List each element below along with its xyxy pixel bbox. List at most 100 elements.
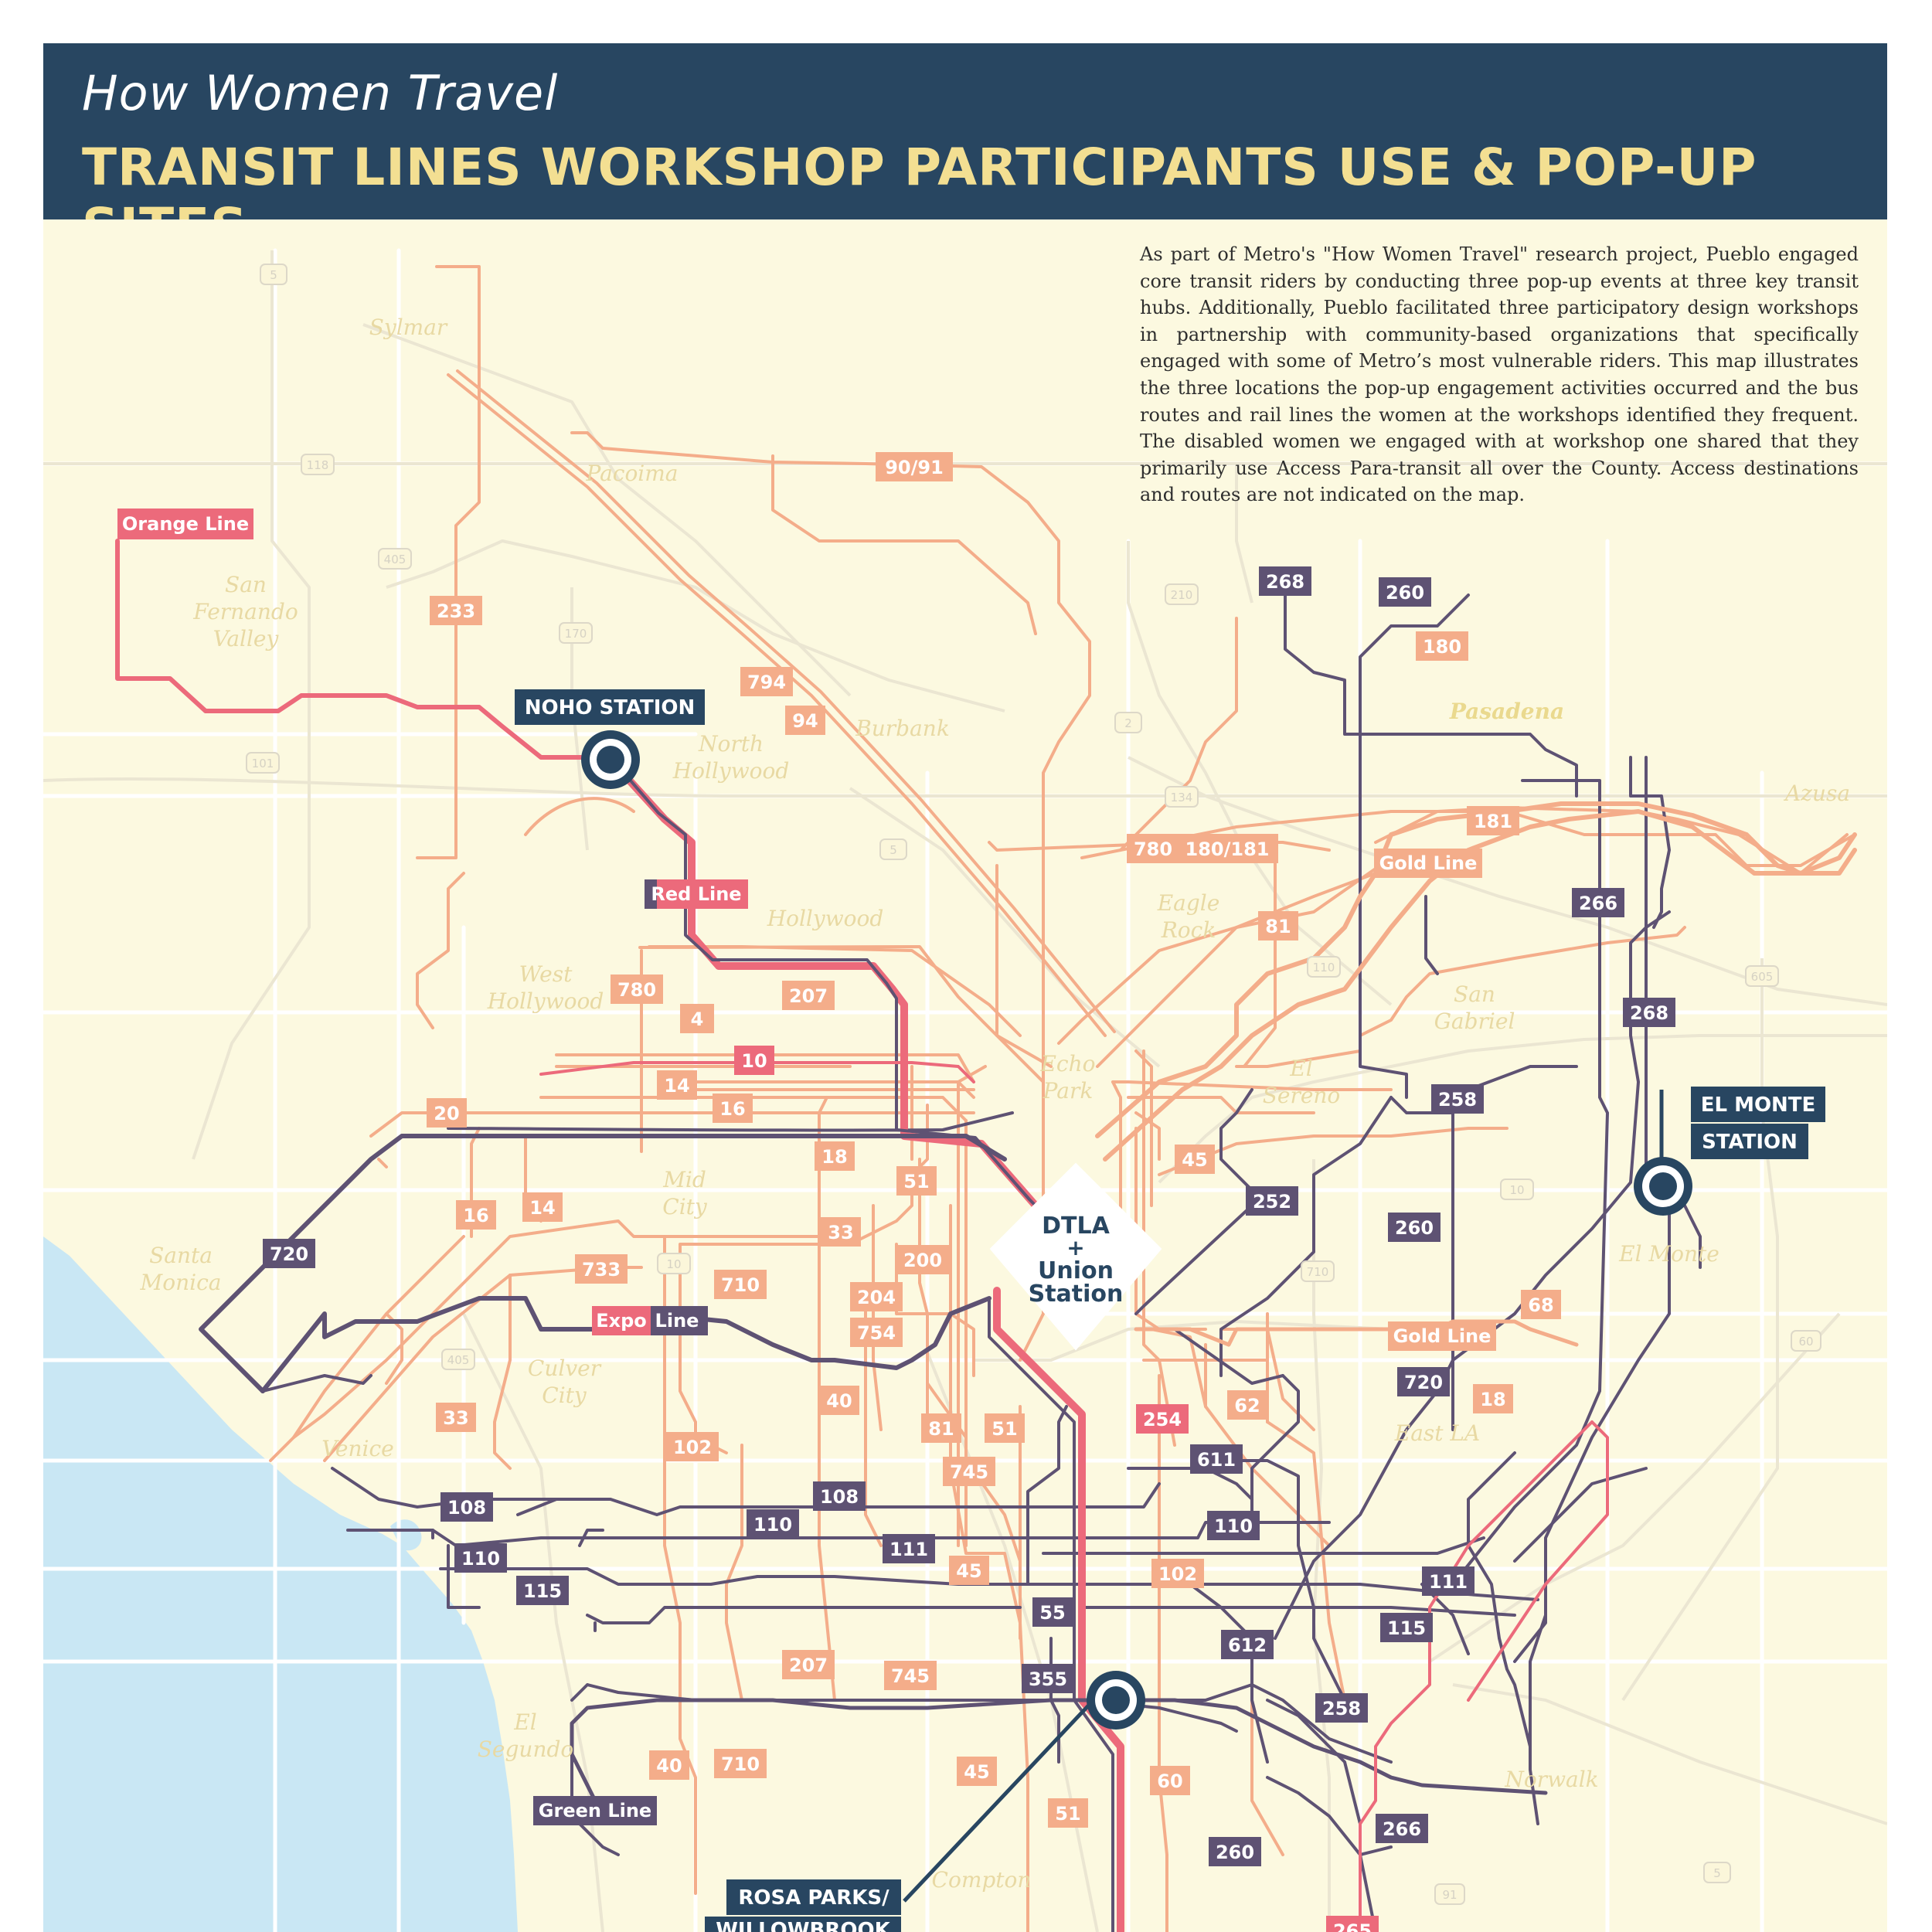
dtla-hub[interactable]: DTLA + Union Station (989, 1162, 1162, 1351)
route-label-text: 265 (1333, 1920, 1372, 1932)
svg-text:170: 170 (565, 627, 587, 641)
route-label-51b: 51 (985, 1413, 1025, 1443)
route-label-180181: 180/181 (1176, 834, 1278, 863)
route-label-text: 260 (1216, 1842, 1254, 1863)
station-marker-el-monte[interactable] (1634, 1157, 1692, 1216)
route-label-260a: 260 (1379, 577, 1431, 607)
highway-shields: 5 118 405 170 101 210 2 134 5 605 110 10… (246, 264, 1821, 1905)
pink-route-east (1359, 1420, 1594, 1932)
svg-text:Gold Line: Gold Line (1379, 852, 1478, 874)
route-label-text: 258 (1322, 1698, 1361, 1719)
area-label-santa-monica-1: Santa (149, 1243, 213, 1268)
route-label-text: 90/91 (885, 457, 944, 478)
route-label-text: 33 (828, 1222, 853, 1243)
route-label-text: 180 (1423, 636, 1461, 658)
route-label-text: 115 (523, 1580, 562, 1602)
highway-shield-i5-north: 5 (260, 264, 287, 285)
dtla-label-3: Union (1038, 1257, 1114, 1284)
route-label-110a: 110 (747, 1509, 799, 1539)
area-label-san-gabriel-2: Gabriel (1434, 1009, 1515, 1034)
route-label-780b: 780 (611, 975, 663, 1004)
rail-line-label-orange: Orange Line (117, 509, 253, 539)
station-label-rosa-parks[interactable]: ROSA PARKS/ WILLOWBROOK (705, 1879, 901, 1932)
route-label-text: 260 (1386, 582, 1424, 604)
route-label-207b: 207 (782, 1650, 835, 1679)
route-label-text: 14 (664, 1075, 689, 1097)
route-label-102a: 102 (666, 1432, 719, 1461)
station-label-noho[interactable]: NOHO STATION (515, 689, 705, 725)
area-label-pasadena: Pasadena (1449, 699, 1564, 724)
svg-text:NOHO STATION: NOHO STATION (525, 696, 696, 719)
route-label-text: 110 (753, 1514, 792, 1536)
dtla-label-4: Station (1029, 1281, 1124, 1308)
svg-text:405: 405 (447, 1353, 470, 1367)
route-label-200: 200 (896, 1245, 949, 1274)
route-label-9091: 90/91 (876, 452, 953, 481)
route-label-text: 18 (1480, 1389, 1505, 1410)
highway-shield-sr60: 60 (1791, 1330, 1821, 1352)
route-label-45c: 45 (957, 1757, 997, 1786)
svg-text:91: 91 (1442, 1888, 1457, 1902)
route-label-260b: 260 (1388, 1213, 1440, 1242)
route-label-115b: 115 (1380, 1613, 1433, 1642)
area-label-east-la: East LA (1394, 1420, 1480, 1446)
highway-shield-i710: 710 (1301, 1260, 1335, 1282)
route-label-754: 754 (850, 1318, 903, 1347)
route-label-text: 710 (721, 1753, 760, 1775)
route-label-33a: 33 (821, 1217, 861, 1247)
highway-shield-i5-south: 5 (1703, 1862, 1731, 1883)
station-marker-noho[interactable] (581, 730, 640, 789)
area-label-culver-city-2: City (542, 1383, 587, 1408)
route-label-110c: 110 (454, 1543, 507, 1573)
route-label-text: 268 (1630, 1002, 1668, 1024)
route-label-text: 111 (889, 1539, 928, 1560)
route-label-55: 55 (1032, 1597, 1073, 1627)
header-banner (43, 43, 1887, 219)
highway-shield-sr134: 134 (1165, 786, 1199, 808)
route-label-text: 45 (956, 1560, 981, 1582)
route-label-110b: 110 (1207, 1511, 1260, 1540)
route-label-text: 51 (903, 1171, 929, 1192)
route-label-text: 102 (673, 1437, 712, 1458)
route-label-10: 10 (734, 1046, 774, 1075)
poster-subtitle: How Women Travel (82, 65, 559, 121)
route-label-text: 10 (741, 1050, 767, 1072)
gold-line-path (1103, 809, 1857, 1162)
route-label-text: 16 (719, 1098, 745, 1120)
svg-text:118: 118 (307, 458, 329, 472)
svg-text:5: 5 (270, 268, 277, 282)
area-label-north-hollywood-2: Hollywood (672, 758, 790, 784)
route-label-text: 266 (1579, 893, 1617, 914)
route-label-text: 258 (1438, 1089, 1477, 1111)
route-label-text: 94 (792, 710, 818, 732)
svg-text:EL MONTE: EL MONTE (1701, 1094, 1816, 1117)
route-label-text: 268 (1266, 571, 1304, 593)
route-label-text: 33 (443, 1407, 468, 1429)
route-label-268a: 268 (1259, 566, 1311, 596)
transit-map: 5 118 405 170 101 210 2 134 5 605 110 10… (43, 219, 1887, 1932)
route-label-text: 207 (789, 985, 828, 1007)
route-label-260c: 260 (1209, 1837, 1261, 1866)
bus-routes-regional (261, 594, 1702, 1932)
dtla-label-2: + (1066, 1235, 1084, 1260)
route-label-text: 754 (857, 1322, 896, 1344)
area-label-san-fernando-3: Valley (213, 626, 280, 651)
route-label-text: 62 (1234, 1395, 1260, 1417)
route-label-102b: 102 (1151, 1559, 1204, 1588)
area-label-azusa: Azusa (1783, 781, 1850, 806)
area-label-hollywood: Hollywood (767, 906, 884, 931)
area-label-el-monte: El Monte (1618, 1241, 1719, 1267)
area-label-san-fernando-2: Fernando (192, 599, 298, 624)
route-label-text: 181 (1474, 811, 1512, 832)
route-label-text: 745 (950, 1461, 988, 1483)
highway-shield-i10-west: 10 (657, 1253, 691, 1274)
route-label-81b: 81 (921, 1413, 961, 1443)
route-label-258b: 258 (1315, 1693, 1368, 1723)
station-marker-rosa-parks[interactable] (1087, 1671, 1145, 1730)
station-label-el-monte[interactable]: EL MONTE STATION (1691, 1087, 1825, 1159)
route-label-text: 110 (461, 1548, 500, 1570)
route-label-text: 260 (1395, 1217, 1434, 1239)
route-label-text: 4 (691, 1009, 704, 1030)
route-label-266a: 266 (1572, 888, 1624, 917)
svg-text:10: 10 (1509, 1183, 1524, 1197)
